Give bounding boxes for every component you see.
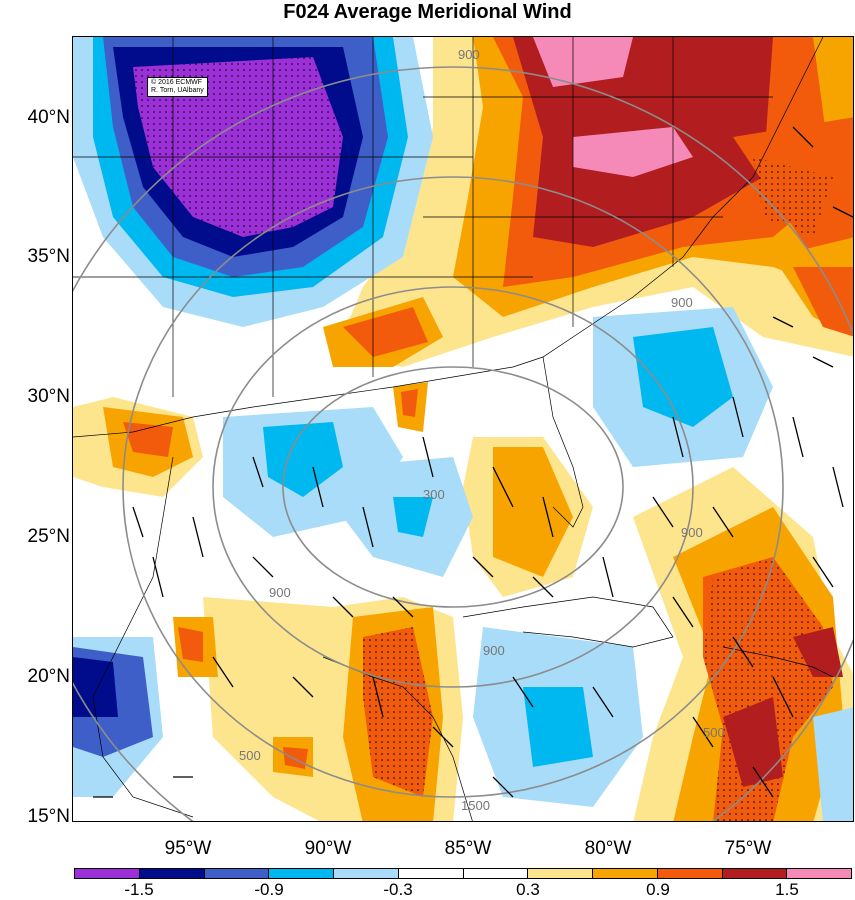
credit-line: © 2016 ECMWF xyxy=(151,79,203,86)
lon-label: 95°W xyxy=(164,838,212,859)
colorbar-swatch xyxy=(657,869,723,878)
contour-label: 900 xyxy=(269,585,291,600)
colorbar-swatch xyxy=(204,869,270,878)
colorbar-swatch xyxy=(398,869,464,878)
lat-label: 35°N xyxy=(27,246,70,267)
lat-label: 30°N xyxy=(27,386,70,407)
colorbar-swatch xyxy=(334,869,399,878)
colorbar-swatch xyxy=(787,869,851,878)
contour-label: 500 xyxy=(703,725,725,740)
pressure-contours xyxy=(73,66,853,821)
credit-box: © 2016 ECMWF R. Torn, UAlbany xyxy=(147,77,208,97)
colorbar-label: -0.9 xyxy=(254,880,284,899)
negative-wind-shading xyxy=(73,37,853,821)
lat-label: 40°N xyxy=(27,107,70,128)
colorbar-label: 0.9 xyxy=(646,880,670,899)
contour-labels: 900 900 900 900 900 300 500 1500 500 xyxy=(239,47,725,813)
lat-label: 15°N xyxy=(27,806,70,827)
positive-wind-shading xyxy=(73,37,853,821)
contour-label: 900 xyxy=(483,643,505,658)
colorbar-swatch xyxy=(269,869,334,878)
chart-title: F024 Average Meridional Wind xyxy=(283,1,572,23)
lon-label: 80°W xyxy=(584,838,632,859)
contour-label: 900 xyxy=(671,295,693,310)
colorbar-label: -1.5 xyxy=(124,880,154,899)
map-panel: 900 900 900 900 900 300 500 1500 500 © 2… xyxy=(72,36,854,822)
colorbar-swatch xyxy=(722,869,788,878)
contour-label: 900 xyxy=(458,47,480,62)
credit-line: R. Torn, UAlbany xyxy=(151,87,204,94)
wind-barbs xyxy=(93,126,853,798)
colorbar-swatch xyxy=(463,869,529,878)
contour-label: 500 xyxy=(239,748,261,763)
colorbar-label: 1.5 xyxy=(775,880,799,899)
colorbar-swatch xyxy=(75,869,140,878)
lon-label: 75°W xyxy=(724,838,772,859)
map-canvas: 900 900 900 900 900 300 500 1500 500 xyxy=(73,37,853,821)
contour-label: 900 xyxy=(681,525,703,540)
lon-label: 90°W xyxy=(304,838,352,859)
colorbar-label: 0.3 xyxy=(516,880,540,899)
colorbar-swatch xyxy=(593,869,658,878)
colorbar-swatch xyxy=(528,869,593,878)
colorbar xyxy=(74,868,852,879)
lat-label: 20°N xyxy=(27,666,70,687)
contour-label: 1500 xyxy=(461,798,490,813)
boundaries xyxy=(73,37,834,821)
colorbar-label: -0.3 xyxy=(383,880,413,899)
lat-label: 25°N xyxy=(27,526,70,547)
contour-label: 300 xyxy=(423,487,445,502)
colorbar-swatch xyxy=(139,869,205,878)
lon-label: 85°W xyxy=(444,838,492,859)
